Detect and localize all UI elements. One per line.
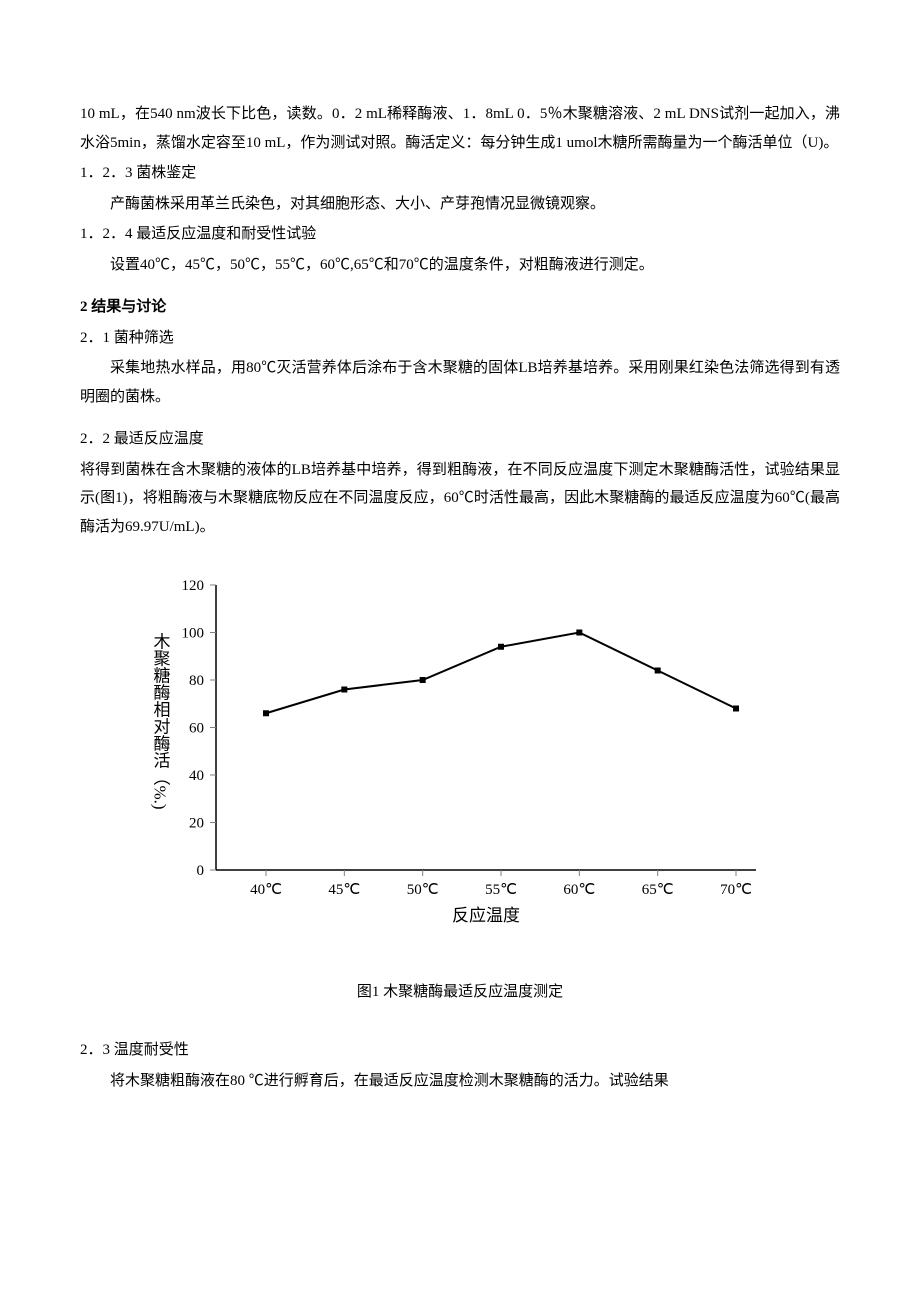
para-2-1: 采集地热水样品，用80℃灭活营养体后涂布于含木聚糖的固体LB培养基培养。采用刚果… xyxy=(80,354,840,411)
heading-2: 2 结果与讨论 xyxy=(80,293,840,322)
figure-1-caption: 图1 木聚糖酶最适反应温度测定 xyxy=(80,978,840,1007)
svg-text:60℃: 60℃ xyxy=(563,882,595,898)
heading-1-2-4: 1．2．4 最适反应温度和耐受性试验 xyxy=(80,220,840,249)
svg-text:40: 40 xyxy=(189,768,204,784)
heading-2-2: 2．2 最适反应温度 xyxy=(80,425,840,454)
svg-text:60: 60 xyxy=(189,721,204,737)
heading-2-1: 2．1 菌种筛选 xyxy=(80,324,840,353)
figure-1-chart: 0 20 40 60 80 100 120 40℃ 45℃ 50℃ 55℃ 60℃ 65℃ 70℃ 反应温度… xyxy=(136,565,840,946)
para-2-2: 将得到菌株在含木聚糖的液体的LB培养基中培养，得到粗酶液，在不同反应温度下测定木… xyxy=(80,456,840,542)
svg-text:40℃: 40℃ xyxy=(250,882,282,898)
svg-text:65℃: 65℃ xyxy=(642,882,674,898)
svg-text:0: 0 xyxy=(197,863,205,879)
svg-text:反应温度: 反应温度 xyxy=(452,906,520,925)
para-2-3: 将木聚糖粗酶液在80 ℃进行孵育后，在最适反应温度检测木聚糖酶的活力。试验结果 xyxy=(80,1067,840,1096)
intro-para: 10 mL，在540 nm波长下比色，读数。0．2 mL稀释酶液、1．8mL 0… xyxy=(80,100,840,157)
svg-text:70℃: 70℃ xyxy=(720,882,752,898)
svg-text:55℃: 55℃ xyxy=(485,882,517,898)
para-1-2-4: 设置40℃，45℃，50℃，55℃，60℃,65℃和70℃的温度条件，对粗酶液进… xyxy=(80,251,840,280)
heading-2-3: 2．3 温度耐受性 xyxy=(80,1036,840,1065)
svg-text:80: 80 xyxy=(189,673,204,689)
heading-1-2-3: 1．2．3 菌株鉴定 xyxy=(80,159,840,188)
svg-text:100: 100 xyxy=(182,626,205,642)
svg-text:20: 20 xyxy=(189,816,204,832)
svg-text:45℃: 45℃ xyxy=(328,882,360,898)
svg-text:木聚糖酶相对酶活（%.): 木聚糖酶相对酶活（%.) xyxy=(151,632,171,809)
svg-text:50℃: 50℃ xyxy=(407,882,439,898)
para-1-2-3: 产酶菌株采用革兰氏染色，对其细胞形态、大小、产芽孢情况显微镜观察。 xyxy=(80,190,840,219)
svg-text:120: 120 xyxy=(182,578,205,594)
